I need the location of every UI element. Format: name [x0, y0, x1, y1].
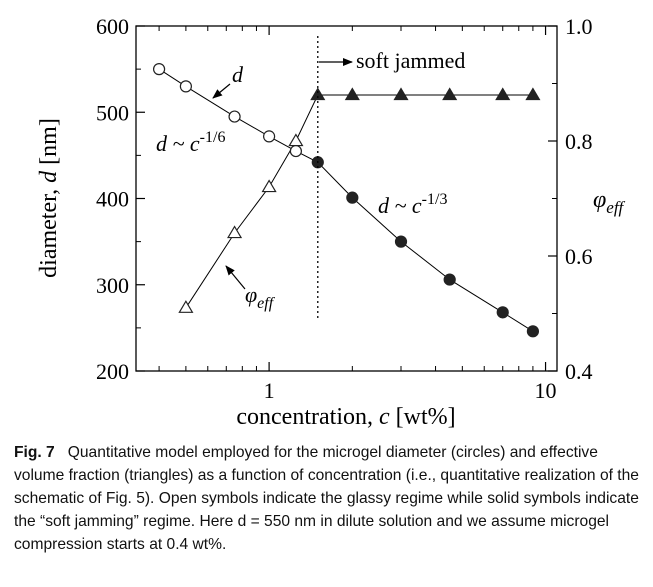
y-right-tick-label: 0.6: [565, 244, 593, 269]
filled-circle-point: [496, 306, 509, 319]
y-axis-right-title: φeff: [593, 187, 626, 217]
open-circle-point: [289, 144, 302, 158]
series-marks: [152, 63, 541, 338]
filled-circle-point: [526, 325, 540, 338]
filled-triangle-point: [344, 87, 360, 101]
y-right-tick-label: 1.0: [565, 14, 593, 39]
power-law-high: d ~ c-1/3: [378, 191, 447, 218]
y-left-tick-label: 600: [96, 14, 129, 39]
triangle-series-line: [185, 94, 533, 309]
y-right-tick-label: 0.8: [565, 129, 593, 154]
filled-circle-point: [394, 235, 408, 248]
y-right-tick-label: 0.4: [565, 359, 593, 384]
phi-pointer: [225, 265, 246, 290]
d-pointer: [212, 83, 231, 99]
soft-jammed-label: soft jammed: [356, 48, 465, 73]
filled-triangle-point: [495, 87, 511, 101]
phi-label: φeff: [245, 282, 276, 312]
filled-circle-point: [346, 191, 359, 204]
y-left-tick-label: 400: [96, 187, 129, 212]
x-axis-title: concentration, c [wt%]: [236, 404, 455, 430]
open-circle-point: [263, 130, 276, 143]
y-left-tick-label: 500: [96, 100, 129, 125]
filled-triangle-point: [525, 87, 541, 101]
open-circle-point: [152, 63, 166, 76]
caption-text: Quantitative model employed for the micr…: [14, 444, 639, 553]
circle-series-line: [158, 68, 534, 332]
open-triangle-point: [227, 225, 243, 239]
open-circle-point: [228, 110, 241, 123]
filled-triangle-point: [310, 87, 326, 101]
filled-circle-point: [443, 273, 456, 286]
open-circle-point: [179, 80, 192, 93]
filled-triangle-point: [393, 87, 409, 101]
chart: 1 10 200 300 400 500 600 0.4 0.6 0.8 1.0 concentra…: [36, 14, 626, 430]
d-label: d: [232, 62, 244, 87]
power-law-low: d ~ c-1/6: [156, 129, 225, 156]
figure-caption: Fig. 7 Quantitative model employed for t…: [14, 441, 642, 556]
x-tick-label: 1: [264, 378, 275, 403]
y-left-tick-label: 200: [96, 359, 129, 384]
caption-label: Fig. 7: [14, 444, 55, 461]
open-triangle-point: [288, 133, 304, 147]
open-triangle-point: [178, 300, 194, 313]
y-axis-left-title: diameter, d [nm]: [36, 118, 62, 278]
axis-ticks: 1 10 200 300 400 500 600 0.4 0.6 0.8 1.0: [96, 14, 593, 403]
series-lines: [158, 68, 534, 332]
y-left-tick-label: 300: [96, 273, 129, 298]
open-triangle-point: [261, 179, 277, 193]
x-tick-label: 10: [535, 378, 557, 403]
filled-triangle-point: [442, 87, 458, 101]
